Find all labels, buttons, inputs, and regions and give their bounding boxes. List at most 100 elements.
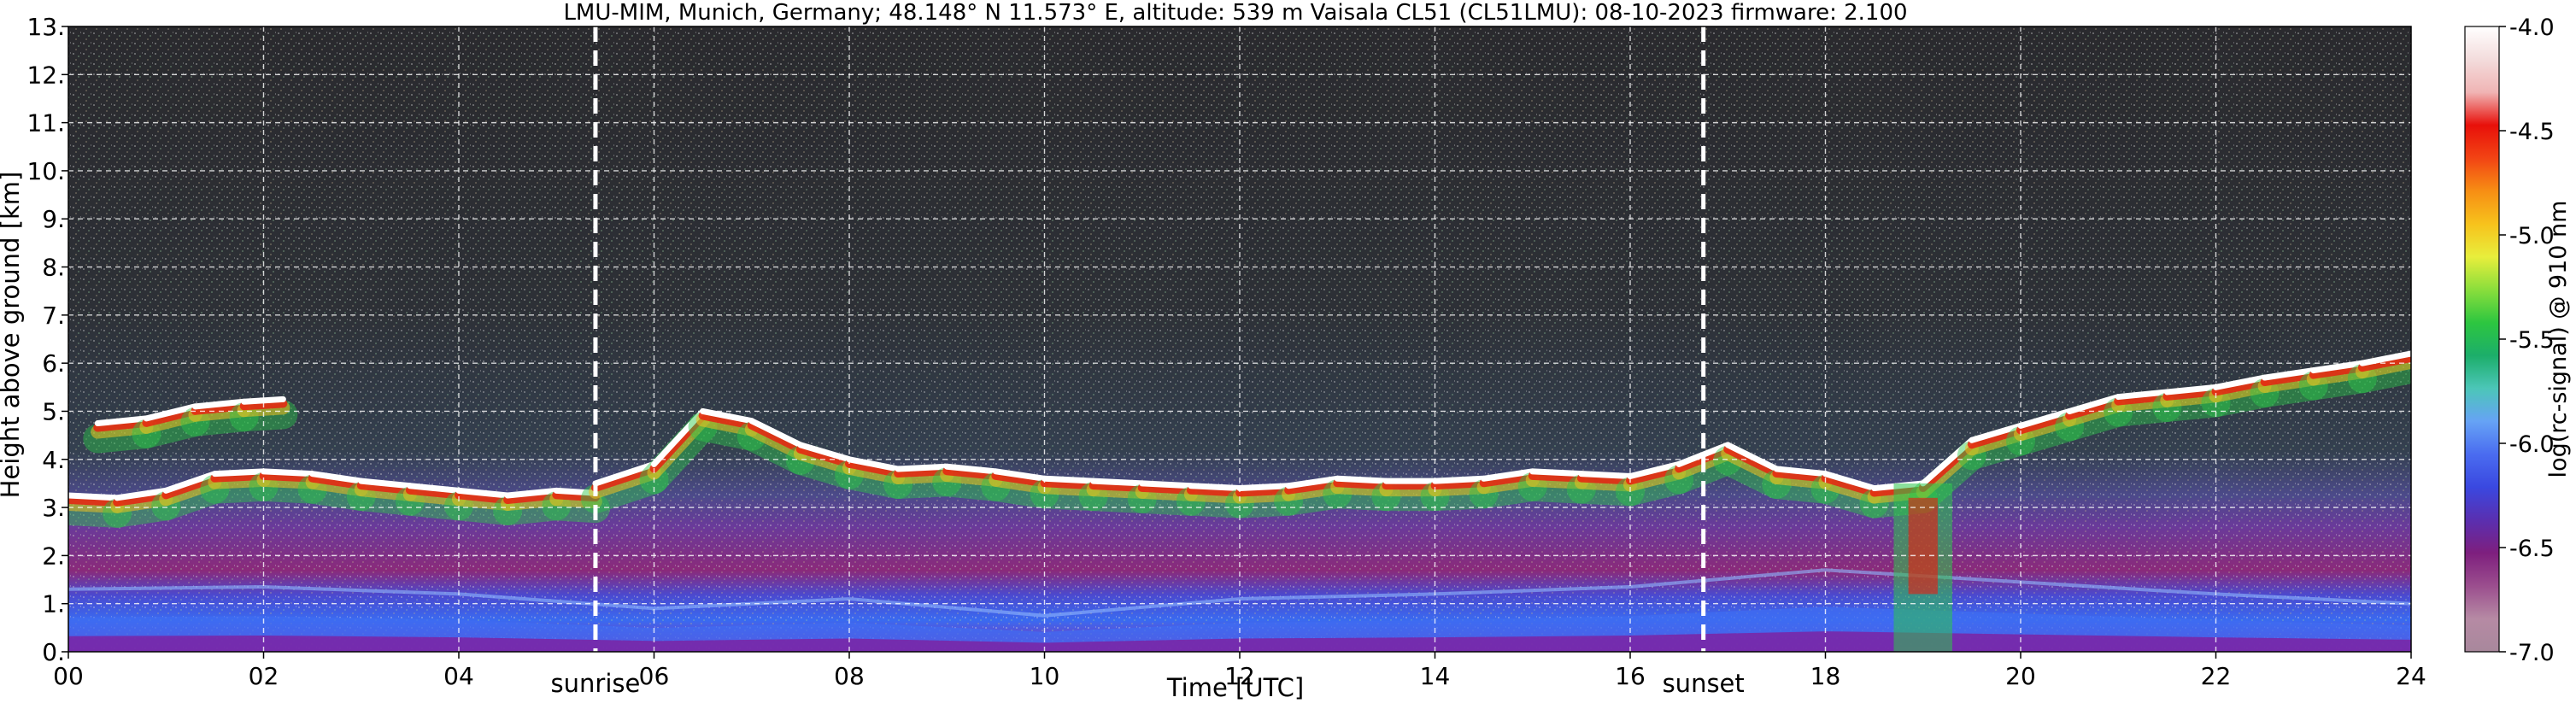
cloud-base-segment (1042, 475, 1097, 484)
cloud-base-segment (1578, 471, 1634, 479)
x-axis-ticks: 00 02 04 06 08 10 12 14 16 18 20 22 24 (53, 652, 2426, 690)
x-tick-label: 00 (53, 662, 84, 690)
cloud-core-segment (1040, 478, 1098, 490)
cloud-core-segment (142, 406, 200, 427)
cloud-core-segment (845, 459, 903, 478)
y-tick-label: 7. (42, 302, 65, 330)
cloud-core-segment (503, 490, 561, 504)
x-tick-label: 18 (1810, 662, 1841, 690)
colorbar-tick-label: -6.5 (2509, 536, 2555, 562)
cloud-base-segment (1969, 422, 2024, 443)
colorbar-tick-label: -4.5 (2509, 119, 2555, 145)
boundary-layer-top-segment (2215, 592, 2411, 606)
x-tick-label: 10 (1030, 662, 1060, 690)
cloud-core-segment (991, 471, 1049, 488)
boundary-layer-top-segment (654, 597, 850, 611)
grid-lines (68, 26, 2411, 652)
y-tick-label: 5. (42, 397, 65, 425)
colorbar-scale (2464, 26, 2500, 653)
colorbar-tick-label: -7.0 (2509, 640, 2555, 666)
boundary-layer-top-segment (1044, 597, 1241, 618)
cloud-core-segment (1528, 471, 1586, 483)
x-tick-label: 22 (2201, 662, 2232, 690)
cloud-base-segment (114, 487, 169, 501)
x-axis-label: Time [UTC] (1166, 673, 1304, 702)
event-label: sunset (1663, 669, 1745, 698)
y-tick-label: 10. (26, 157, 65, 185)
cloud-core-segment (2260, 370, 2318, 387)
cloud-core-segment (2016, 411, 2074, 435)
cloud-base-segment (700, 407, 755, 425)
cloud-base-segment (1285, 475, 1341, 489)
sun-event-lines: sunrise sunset (551, 26, 1745, 698)
y-axis-ticks: 0. 1. 2. 3. 4. 5. 6. 7. 8. 9. 10. 11. 12. 13. (26, 13, 68, 666)
cloud-base-segment (94, 415, 150, 427)
y-tick-label: 9. (42, 205, 65, 233)
cloud-base-segment (1090, 478, 1146, 487)
y-tick-label: 11. (26, 109, 65, 138)
cloud-base-segment (846, 456, 901, 472)
cloud-base-segment (211, 468, 267, 478)
cloud-base-segment (1675, 442, 1731, 467)
boundary-layer-top-segment (848, 597, 1045, 618)
cloud-core-segment (308, 473, 366, 490)
cloud-core-segment (1821, 473, 1879, 497)
y-tick-label: 3. (42, 494, 65, 522)
cloud-core-segment (93, 418, 151, 432)
cloud-core-segment (1626, 464, 1684, 485)
cloud-base-segment (895, 463, 950, 472)
y-tick-label: 4. (42, 446, 65, 474)
x-tick-label: 12 (1224, 662, 1255, 690)
cloud-core-segment (1772, 469, 1830, 483)
cloud-base-segment (358, 478, 414, 489)
cloud-base-segment (1822, 471, 1878, 492)
boundary-layer-top-segment (1435, 584, 1631, 596)
cloud-core-segment (356, 481, 414, 495)
cloud-base-segment (797, 442, 853, 463)
cloud-core-segment (210, 471, 268, 483)
cloud-core-segment (191, 401, 249, 415)
boundary-layer-top-segment (263, 584, 460, 596)
y-tick-label: 0. (42, 638, 65, 666)
cloud-core-segment (1088, 481, 1147, 492)
cloud-base-segment (943, 463, 999, 475)
cloud-core-segment (405, 485, 463, 500)
cloud-core-segment (590, 464, 659, 492)
y-tick-label: 6. (42, 349, 65, 378)
cloud-core-segment (259, 471, 317, 483)
x-tick-label: 14 (1420, 662, 1451, 690)
cloud-base-segment (1334, 475, 1389, 484)
cloud-base-segment (2262, 367, 2317, 381)
x-tick-label: 16 (1615, 662, 1646, 690)
cloud-core-segment (1576, 473, 1634, 485)
cloud-base-segment (1920, 437, 1975, 487)
cloud-base-segment (592, 460, 657, 487)
x-tick-label: 06 (639, 662, 670, 690)
colorbar: -4.0 -4.5 -5.0 -5.5 -6.0 -6.5 -7.0 log(rc-sign… (2464, 15, 2572, 666)
cloud-base-segment (992, 468, 1047, 482)
cloud-base-segment (2310, 360, 2366, 374)
cloud-core-segment (552, 490, 600, 502)
cloud-base-segment (1432, 475, 1488, 484)
cloud-base-segment (68, 492, 120, 501)
boundary-layer-top-segment (1629, 568, 1826, 589)
cloud-base-segment (162, 471, 218, 494)
cloud-core-segment (1137, 483, 1195, 495)
cloud-base-segment (1724, 442, 1780, 472)
cloud-core-segment (455, 490, 513, 504)
cloud-base-segment (2163, 384, 2219, 396)
cloud-core-segment (1333, 478, 1391, 490)
cloud-core-segment (113, 490, 171, 507)
colorbar-tick-label: -5.5 (2509, 327, 2555, 354)
cloud-base-segment (651, 407, 707, 467)
x-tick-label: 24 (2396, 662, 2426, 690)
cloud-base-segment (2359, 350, 2411, 366)
x-tick-label: 08 (834, 662, 865, 690)
cloud-base-segment (261, 468, 316, 478)
colorbar-tick-label: -6.0 (2509, 431, 2555, 458)
cloud-base-segment (143, 403, 199, 422)
precipitation-core (1908, 497, 1938, 595)
cloud-core-segment (2357, 353, 2411, 372)
